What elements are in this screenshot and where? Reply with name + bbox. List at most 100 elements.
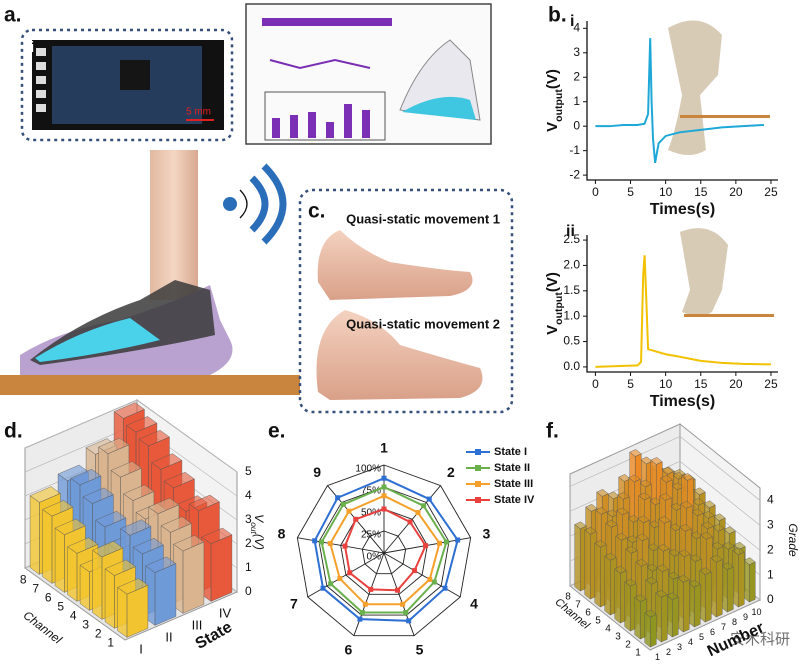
bar-top bbox=[54, 518, 86, 536]
x-tick-label: 8 bbox=[565, 592, 571, 603]
bar-face bbox=[677, 577, 684, 633]
bar bbox=[677, 574, 690, 633]
category-label: 1 bbox=[380, 440, 388, 456]
y-tick-label: 1 bbox=[655, 652, 660, 662]
bar-face bbox=[117, 587, 128, 638]
bar-top bbox=[173, 534, 205, 552]
bar-top bbox=[113, 402, 145, 419]
z-tick-label: 1 bbox=[245, 560, 252, 574]
marker bbox=[381, 475, 387, 481]
marker bbox=[421, 503, 427, 509]
z-tick-label: 2 bbox=[767, 542, 774, 556]
bar-top bbox=[625, 545, 638, 554]
bar-top bbox=[649, 497, 662, 506]
bar-face bbox=[92, 549, 103, 620]
bar-top bbox=[733, 541, 746, 550]
bar-top bbox=[148, 497, 180, 515]
x-tick-label: 25 bbox=[764, 185, 778, 199]
legend-label: State II bbox=[494, 462, 530, 474]
marker bbox=[423, 543, 429, 549]
y-tick-label: 3 bbox=[573, 45, 580, 59]
bar-top bbox=[721, 562, 734, 570]
marker bbox=[415, 510, 421, 516]
legend-label: State III bbox=[494, 478, 533, 490]
bar-top bbox=[616, 507, 629, 516]
category-label: 9 bbox=[313, 464, 321, 480]
ring-label: 25% bbox=[361, 530, 381, 541]
bar-top bbox=[743, 557, 756, 565]
panel-label: f. bbox=[546, 420, 559, 443]
bar-top bbox=[201, 527, 233, 545]
y-tick-label: I bbox=[139, 641, 143, 656]
marker bbox=[436, 540, 442, 546]
marker bbox=[353, 516, 359, 522]
x-tick-label: 10 bbox=[659, 185, 673, 199]
legend-marker bbox=[475, 465, 481, 471]
y-tick-label: -2 bbox=[569, 167, 580, 181]
bar-top bbox=[604, 552, 617, 561]
caption: Quasi-static movement 1 bbox=[346, 211, 500, 226]
x-tick-label: 2 bbox=[625, 640, 631, 651]
bar-top bbox=[699, 567, 712, 576]
bar-top bbox=[92, 540, 124, 558]
x-tick-label: 4 bbox=[70, 609, 77, 623]
marker bbox=[359, 610, 365, 616]
marker bbox=[400, 601, 406, 607]
marker bbox=[381, 484, 387, 490]
category-label: 3 bbox=[483, 526, 491, 542]
bar bbox=[721, 562, 734, 613]
bar-top bbox=[160, 516, 192, 533]
bar-top bbox=[145, 556, 177, 573]
axis-title: Voutput(V) bbox=[544, 69, 565, 132]
marker bbox=[442, 585, 448, 591]
bar-face bbox=[584, 529, 591, 600]
bar-top bbox=[679, 524, 692, 532]
bar-top bbox=[595, 507, 608, 515]
bar-face bbox=[574, 524, 581, 592]
bar-top bbox=[132, 537, 164, 555]
x-tick-label: 5 bbox=[627, 377, 634, 391]
bar-face bbox=[721, 564, 728, 613]
bar-top bbox=[677, 574, 690, 583]
watermark: 安木科研 bbox=[730, 631, 790, 648]
spoke bbox=[297, 537, 385, 554]
bar-top bbox=[138, 429, 170, 447]
y-tick-label: 1.0 bbox=[563, 308, 580, 322]
bar-top bbox=[637, 515, 650, 524]
bar-top bbox=[666, 592, 679, 600]
label-sub: output bbox=[553, 89, 565, 122]
bar-top bbox=[627, 515, 640, 523]
y-tick-label: 0.0 bbox=[563, 359, 580, 373]
x-tick-label: 20 bbox=[729, 185, 743, 199]
bar-top bbox=[701, 521, 714, 530]
marker bbox=[381, 506, 387, 512]
bar-top bbox=[711, 541, 724, 550]
bar bbox=[699, 567, 712, 623]
bar-top bbox=[691, 508, 704, 517]
bar-face bbox=[699, 569, 706, 623]
bar-top bbox=[670, 503, 683, 511]
x-tick-label: 3 bbox=[82, 618, 89, 632]
bar-face bbox=[694, 584, 701, 628]
bar-face bbox=[154, 563, 177, 626]
y-tick-label: III bbox=[192, 617, 203, 632]
bar bbox=[666, 592, 679, 638]
labels: a. b. c. d. e. f. i 5 mm i ii Quasi-stat… bbox=[4, 4, 790, 648]
axes bbox=[586, 235, 778, 373]
x-tick-label: 3 bbox=[615, 632, 621, 643]
sub-label: i bbox=[570, 13, 574, 30]
y-tick-label: 0.5 bbox=[563, 334, 580, 348]
category-label: 8 bbox=[278, 526, 286, 542]
bar-face bbox=[666, 594, 673, 638]
z-tick-label: 0 bbox=[767, 592, 774, 606]
panel-a-art bbox=[0, 3, 774, 414]
bar bbox=[732, 547, 745, 608]
marker bbox=[455, 537, 461, 543]
bar-top bbox=[638, 492, 651, 501]
label-unit: (V) bbox=[544, 69, 561, 89]
ring bbox=[340, 508, 428, 595]
bar-top bbox=[690, 531, 703, 540]
x-tick-label: 1 bbox=[107, 636, 114, 650]
bar-top bbox=[617, 492, 630, 500]
z-tick-label: 0 bbox=[245, 584, 252, 598]
